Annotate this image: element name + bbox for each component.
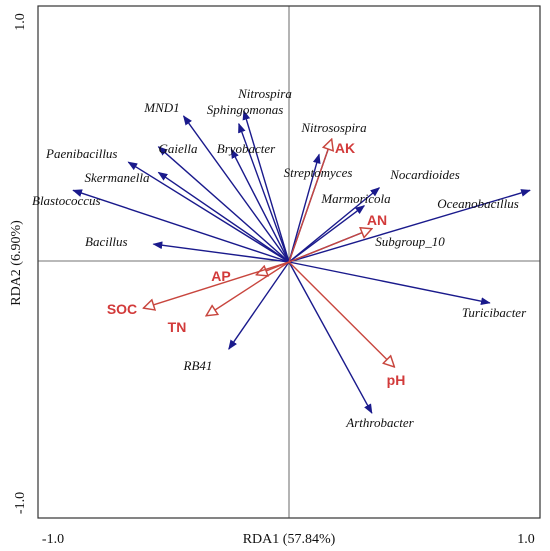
taxon-label-skermanella: Skermanella: [85, 170, 150, 185]
environment-arrows: [143, 139, 394, 367]
taxon-arrow-gaiella: [157, 146, 290, 263]
taxon-label-bryobacter: Bryobacter: [217, 141, 276, 156]
taxon-label-blastococcus: Blastococcus: [32, 193, 101, 208]
y-tick-label-bottom: -1.0: [13, 492, 28, 514]
y-axis-title: RDA2 (6.90%): [9, 220, 24, 306]
env-arrow-soc: [143, 261, 290, 308]
environment-labels: AK AN AP SOC TN pH: [107, 140, 406, 388]
taxon-label-mnd1: MND1: [143, 100, 179, 115]
taxon-label-gaiella: Gaiella: [159, 141, 198, 156]
env-arrow-tn: [206, 261, 290, 316]
x-tick-label-left: -1.0: [42, 532, 64, 547]
env-label-ph: pH: [387, 372, 406, 388]
taxon-label-sphingomonas: Sphingomonas: [207, 102, 284, 117]
taxon-arrow-bacillus: [152, 241, 290, 263]
env-arrow-ph: [288, 261, 394, 367]
y-tick-label-top: 1.0: [13, 13, 28, 31]
taxon-arrow-skermanella: [157, 171, 290, 263]
taxon-label-rb41: RB41: [183, 358, 213, 373]
env-arrow-ak: [288, 139, 332, 263]
taxon-arrow-nocardioides: [288, 187, 381, 263]
taxon-label-oceanobacillus: Oceanobacillus: [437, 196, 519, 211]
taxon-label-streptomyces: Streptomyces: [284, 165, 353, 180]
taxon-arrow-streptomyces: [288, 153, 321, 263]
taxon-arrow-nitrospira: [242, 110, 290, 263]
taxon-arrow-arthrobacter: [288, 261, 373, 414]
taxon-label-paenibacillus: Paenibacillus: [45, 146, 118, 161]
taxon-arrow-oceanobacillus: [288, 189, 531, 263]
x-axis-title: RDA1 (57.84%): [243, 532, 336, 547]
env-label-an: AN: [367, 212, 387, 228]
taxon-label-nitrospira: Nitrospira: [237, 86, 292, 101]
taxon-arrow-paenibacillus: [127, 161, 290, 263]
taxon-arrow-blastococcus: [72, 189, 290, 263]
taxon-arrow-turicibacter: [288, 261, 491, 306]
taxon-arrow-rb41: [228, 261, 290, 350]
env-label-ap: AP: [211, 268, 230, 284]
taxon-label-turicibacter: Turicibacter: [462, 305, 527, 320]
taxon-label-bacillus: Bacillus: [85, 234, 128, 249]
taxon-arrow-marmoricola: [288, 205, 366, 263]
env-label-tn: TN: [168, 319, 187, 335]
taxon-arrow-bryobacter: [230, 148, 290, 263]
x-tick-label-right: 1.0: [517, 532, 535, 547]
taxon-label-marmoricola: Marmoricola: [320, 191, 391, 206]
env-label-ak: AK: [335, 140, 355, 156]
taxon-arrow-mnd1: [183, 115, 290, 263]
env-label-soc: SOC: [107, 301, 137, 317]
taxon-label-arthrobacter: Arthrobacter: [345, 415, 414, 430]
taxon-arrow-sphingomonas: [238, 122, 290, 263]
taxon-label-subgroup-10: Subgroup_10: [375, 234, 445, 249]
taxon-label-nitrosospira: Nitrosospira: [300, 120, 367, 135]
taxon-label-nocardioides: Nocardioides: [389, 167, 460, 182]
env-arrow-an: [288, 229, 372, 263]
